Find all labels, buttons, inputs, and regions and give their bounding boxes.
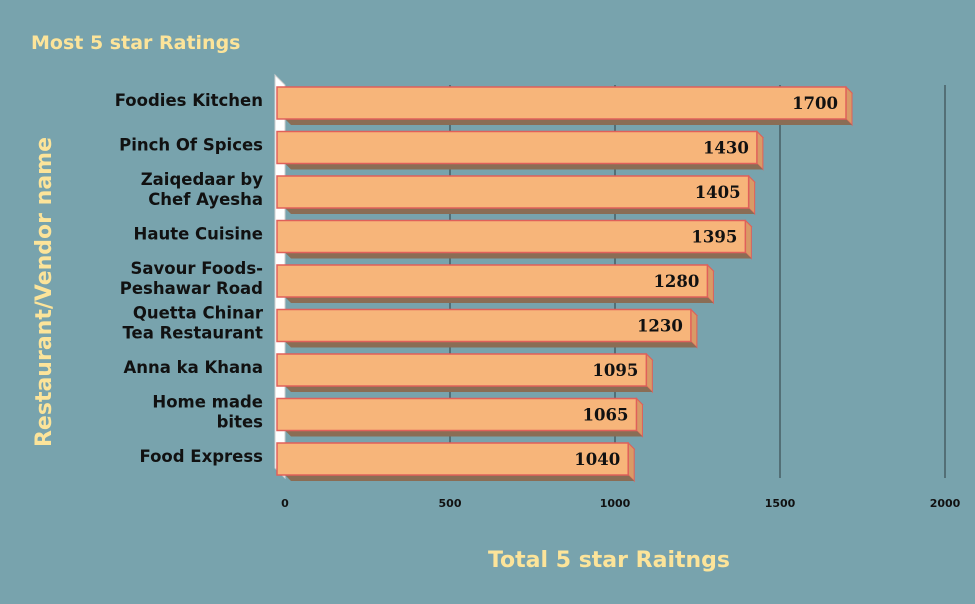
bar-bottom-face: [285, 430, 643, 437]
bar-bottom-face: [285, 208, 755, 214]
bar-bottom-face: [285, 119, 852, 125]
bar-bottom-face: [285, 475, 635, 481]
bar-side-face: [635, 397, 643, 438]
y-tick-label: Anna ka Khana: [123, 358, 263, 377]
bar: 1230: [276, 308, 699, 349]
y-tick-label: Quetta Chinar Tea Restaurant: [122, 304, 263, 343]
chart-title: Most 5 star Ratings: [31, 32, 240, 54]
bar-side-face: [748, 174, 756, 216]
bar: 1700: [276, 85, 854, 127]
bar: 1405: [276, 174, 756, 216]
x-tick-label: 2000: [930, 497, 961, 510]
x-tick-label: 0: [281, 497, 289, 510]
data-label: 1230: [637, 317, 683, 336]
data-label: 1430: [703, 139, 749, 158]
bar-side-face: [744, 219, 752, 260]
y-tick-label: Food Express: [139, 447, 263, 466]
bar: 1065: [276, 397, 644, 438]
y-tick-label: Pinch Of Spices: [119, 136, 263, 155]
bar-front-face: [276, 353, 648, 387]
chart-bars: 1700 1430 1405 1395 1280 1230 1095 1065 1040: [276, 85, 854, 483]
bar: 1095: [276, 352, 654, 394]
bar-front-face: [276, 442, 629, 476]
bar-front-face: [276, 86, 847, 120]
bar-bottom-face: [285, 163, 763, 170]
bar-front-face: [276, 264, 709, 298]
bar-side-face: [845, 85, 853, 127]
category-labels: Foodies Kitchen Pinch Of Spices Zaiqedaar …: [115, 91, 264, 466]
data-label: 1040: [574, 450, 620, 469]
y-tick-label: Zaiqedaar by Chef Ayesha: [141, 170, 264, 209]
data-label: 1065: [583, 406, 629, 425]
bar-front-face: [276, 219, 747, 254]
bar-side-face: [706, 263, 714, 305]
bar: 1280: [276, 263, 715, 305]
x-axis-title: Total 5 star Raitngs: [488, 548, 730, 573]
bar-bottom-face: [285, 297, 714, 303]
bar: 1395: [276, 219, 753, 260]
bar: 1430: [276, 130, 765, 171]
y-tick-label: Savour Foods-Peshawar Road: [120, 259, 263, 298]
data-label: 1095: [592, 361, 638, 380]
bar-side-face: [645, 352, 653, 394]
y-tick-label: Foodies Kitchen: [115, 91, 263, 110]
bar-bottom-face: [285, 252, 752, 259]
x-tick-label: 1000: [600, 497, 631, 510]
y-tick-label: Haute Cuisine: [134, 225, 263, 244]
data-label: 1280: [653, 272, 699, 291]
bar-front-face: [276, 130, 758, 165]
data-label: 1700: [792, 94, 838, 113]
bar-side-face: [756, 130, 764, 171]
bar-side-face: [627, 441, 635, 483]
data-label: 1405: [695, 183, 741, 202]
bar-bottom-face: [285, 341, 697, 348]
x-tick-label: 1500: [765, 497, 796, 510]
y-axis-title: Restaurant/Vendor name: [32, 137, 57, 447]
bar-side-face: [690, 308, 698, 349]
x-tick-label: 500: [439, 497, 462, 510]
data-label: 1395: [691, 228, 737, 247]
y-tick-label: Home made bites: [152, 393, 263, 432]
bar: 1040: [276, 441, 636, 483]
bar-front-face: [276, 397, 638, 432]
bar-front-face: [276, 175, 750, 209]
bar-front-face: [276, 308, 692, 343]
bar-bottom-face: [285, 386, 653, 392]
